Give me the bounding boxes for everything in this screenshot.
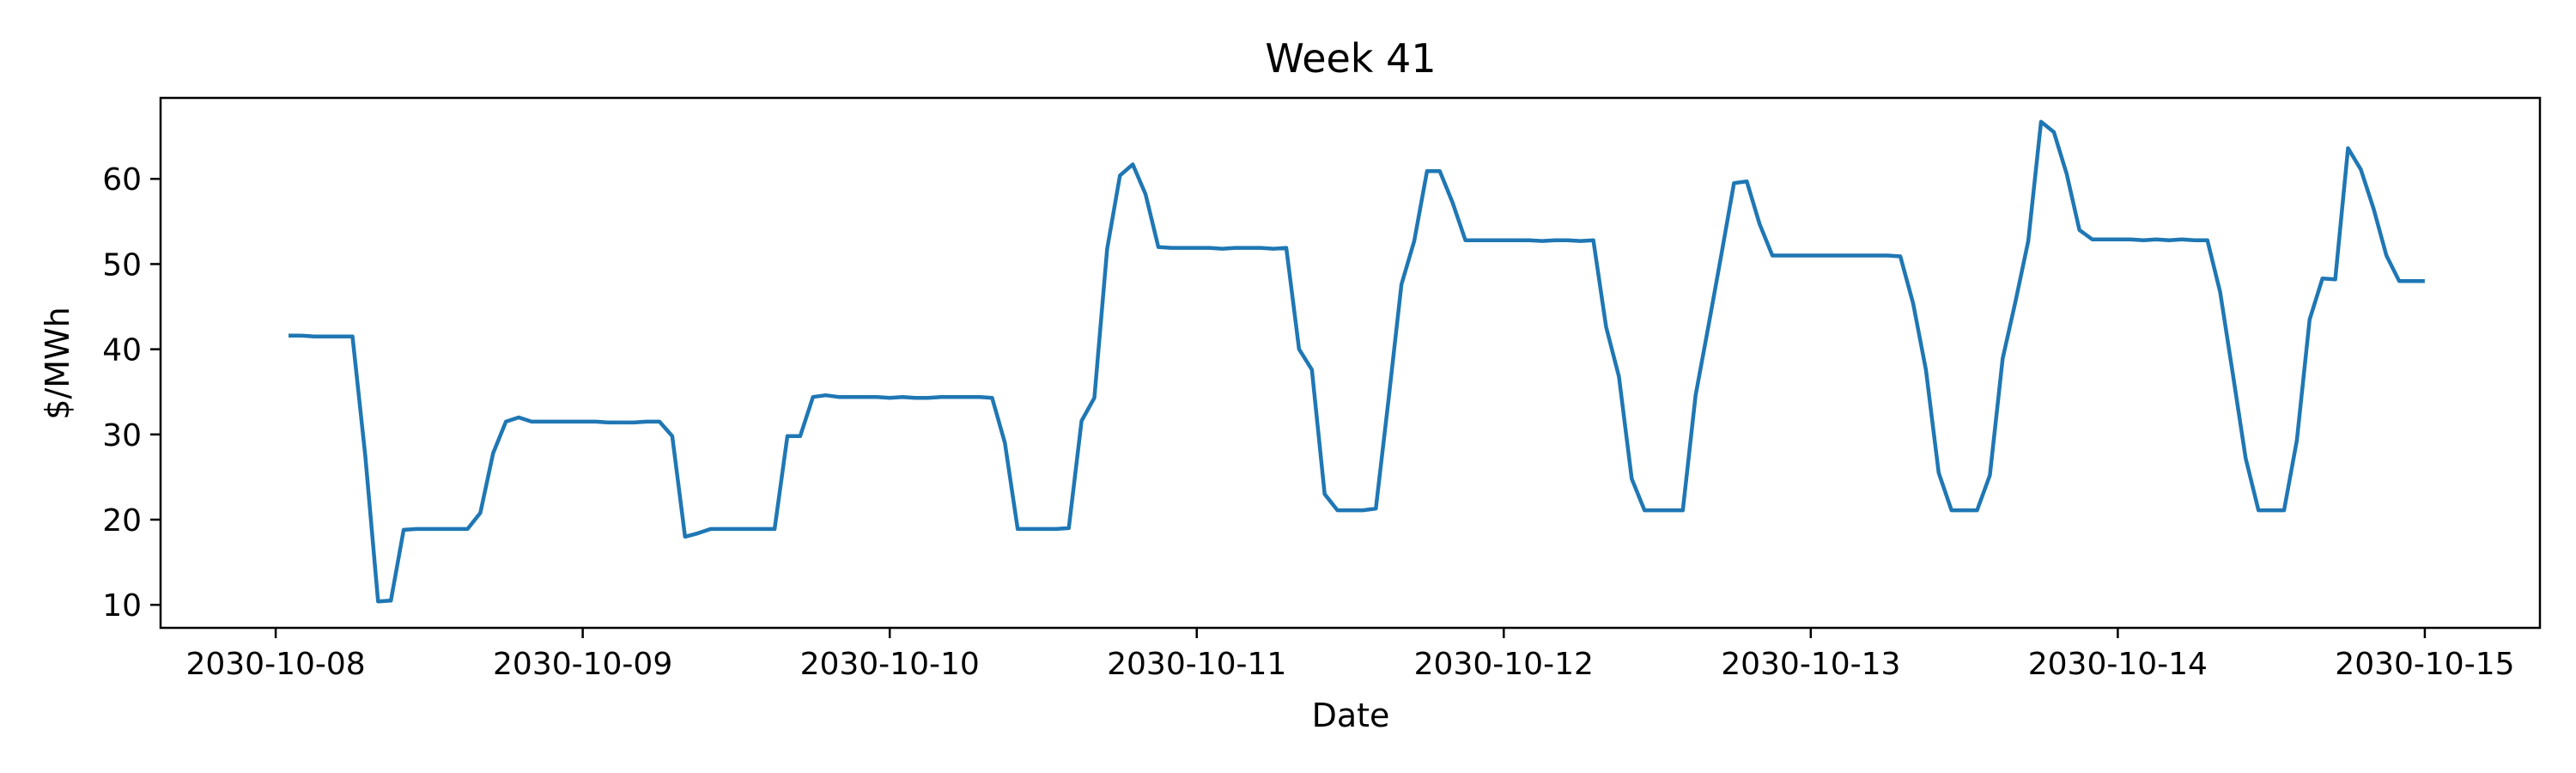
y-axis: 10 20 30 40 50 60 <box>102 162 161 624</box>
plot-area <box>159 96 2542 630</box>
x-tick-label: 2030-10-15 <box>2335 647 2514 682</box>
y-tick-label: 40 <box>102 333 142 368</box>
x-tick-label: 2030-10-10 <box>800 647 980 682</box>
y-tick-label: 30 <box>102 418 142 453</box>
x-tick-label: 2030-10-13 <box>1721 647 1900 682</box>
x-axis-label: Date <box>1312 697 1390 734</box>
x-tick-label: 2030-10-11 <box>1107 647 1286 682</box>
x-axis: 2030-10-08 2030-10-09 2030-10-10 2030-10-11… <box>185 628 2515 682</box>
x-tick-label: 2030-10-09 <box>493 647 672 682</box>
series-layer <box>289 119 2425 604</box>
y-tick-label: 50 <box>102 247 142 283</box>
y-tick-label: 20 <box>102 503 142 539</box>
series-line-0 <box>289 119 2425 604</box>
y-tick-label: 10 <box>102 588 142 624</box>
y-tick-label: 60 <box>102 162 142 198</box>
chart-title: Week 41 <box>1265 35 1436 82</box>
y-axis-label: $/MWh <box>39 307 76 419</box>
x-tick-label: 2030-10-08 <box>185 647 365 682</box>
x-tick-label: 2030-10-14 <box>2028 647 2208 682</box>
plot-frame <box>159 96 2542 630</box>
x-tick-label: 2030-10-12 <box>1414 647 1594 682</box>
